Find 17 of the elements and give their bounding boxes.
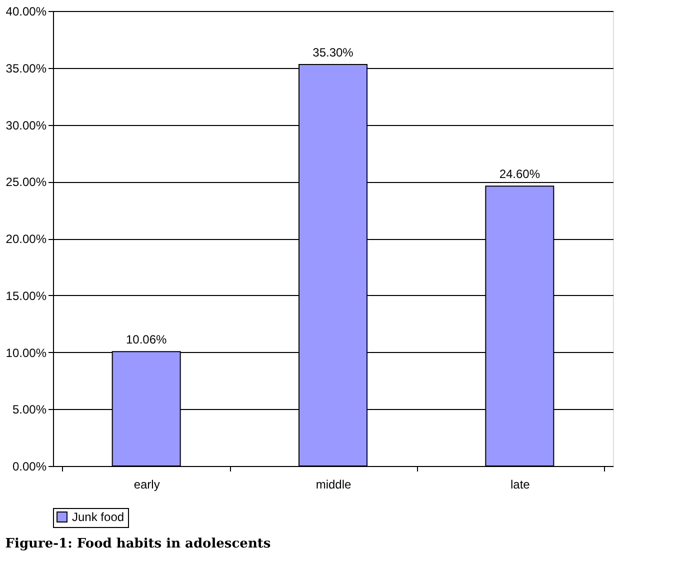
y-tick-label: 30.00%	[6, 118, 47, 132]
y-tick-label: 10.00%	[6, 346, 47, 360]
y-tick-label: 35.00%	[6, 61, 47, 76]
y-tick-label: 15.00%	[6, 288, 47, 303]
data-label: 24.60%	[499, 167, 540, 182]
y-tick-label: 40.00%	[6, 4, 47, 18]
data-label: 10.06%	[126, 332, 168, 347]
y-tick-label: 0.00%	[12, 460, 47, 474]
y-tick-label: 25.00%	[6, 175, 47, 190]
x-tick-label: early	[134, 478, 160, 492]
text: Figure-1: Food habits in adolescents	[5, 536, 271, 552]
x-tick-label: middle	[316, 478, 352, 492]
data-label: 35.30%	[312, 45, 354, 60]
y-tick-label: 20.00%	[6, 232, 47, 246]
legend-label: Junk food	[72, 510, 124, 524]
x-tick-label: late	[510, 478, 530, 492]
y-tick-label: 5.00%	[12, 402, 47, 417]
